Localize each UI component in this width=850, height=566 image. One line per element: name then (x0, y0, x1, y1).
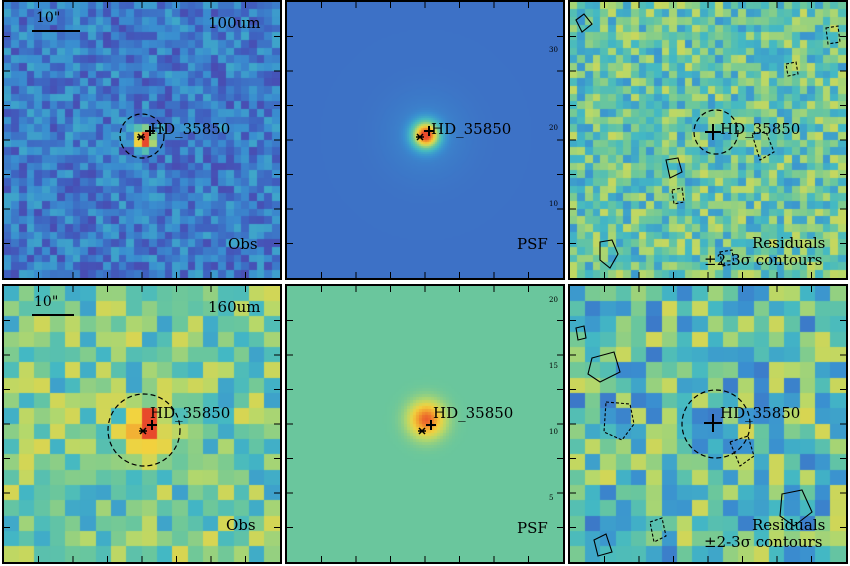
residual-contour (671, 187, 685, 205)
obs-image-100um (4, 2, 280, 278)
psf-overlay-100um (287, 2, 563, 278)
psf-image-160um (287, 286, 563, 562)
scale-bar (32, 314, 74, 316)
plus-marker (424, 126, 434, 136)
aperture-circle (119, 113, 165, 159)
obs-overlay-100um (4, 2, 280, 278)
scale-label: 10" (34, 294, 59, 310)
star-marker (418, 427, 426, 435)
star-marker (416, 133, 424, 141)
residual-contour (785, 61, 799, 77)
psf-axis-tick: 30 (549, 46, 558, 54)
target-label: HD_35850 (431, 120, 512, 138)
panel-psf-160um: HD_35850 PSF 20 15 10 5 (285, 284, 565, 564)
obs-overlay-160um (4, 286, 280, 562)
residual-contour (599, 239, 619, 269)
aperture-circle (681, 389, 751, 459)
residual-image-100um (570, 2, 846, 278)
residual-contour (603, 401, 635, 441)
plus-marker (704, 414, 722, 432)
panel-residual-160um: HD_35850 Residuals ±2-3σ contours (568, 284, 848, 564)
target-label: HD_35850 (720, 120, 801, 138)
residual-contour (665, 157, 683, 179)
obs-image-160um (4, 286, 280, 562)
panel-residual-100um: HD_35850 Residuals ±2-3σ contours (568, 0, 848, 280)
residual-contour (779, 489, 813, 527)
target-label: HD_35850 (720, 404, 801, 422)
band-label: 160um (208, 298, 261, 316)
plus-marker (705, 124, 721, 140)
psf-overlay-160um (287, 286, 563, 562)
panel-obs-100um: 10" 100um HD_35850 Obs (2, 0, 282, 280)
residual-overlay-160um (570, 286, 846, 562)
psf-axis-tick: 20 (549, 296, 558, 304)
star-marker (139, 427, 147, 435)
residual-overlay-100um (570, 2, 846, 278)
psf-axis-tick: 10 (549, 200, 558, 208)
psf-axis-tick: 15 (549, 362, 558, 370)
aperture-circle (693, 109, 739, 155)
residual-contour-label: ±2-3σ contours (704, 251, 823, 269)
target-label: HD_35850 (433, 404, 514, 422)
residual-contour (729, 435, 755, 467)
residual-contour (593, 533, 613, 557)
psf-axis-tick: 10 (549, 428, 558, 436)
residual-label: Residuals (752, 234, 826, 252)
residual-contour (825, 25, 841, 45)
aperture-circle (107, 393, 181, 467)
scale-label: 10" (36, 10, 61, 26)
residual-label: Residuals (752, 516, 826, 534)
band-label: 100um (208, 14, 261, 32)
psf-axis-tick: 5 (549, 494, 554, 502)
residual-contour (575, 325, 587, 341)
obs-label: Obs (228, 235, 258, 253)
target-label: HD_35850 (150, 404, 231, 422)
residual-contour-label: ±2-3σ contours (704, 533, 823, 551)
plus-marker (147, 420, 157, 430)
residual-contour (587, 351, 621, 383)
star-marker (137, 133, 145, 141)
scale-bar (32, 30, 80, 32)
panel-obs-160um: 10" 160um HD_35850 Obs (2, 284, 282, 564)
plus-marker (145, 126, 155, 136)
residual-contour (575, 13, 593, 33)
psf-axis-tick: 20 (549, 124, 558, 132)
residual-contour (751, 131, 775, 161)
target-label: HD_35850 (150, 120, 231, 138)
obs-label: Obs (226, 516, 256, 534)
psf-image-100um (287, 2, 563, 278)
residual-contour (719, 249, 735, 267)
panel-psf-100um: HD_35850 PSF 30 20 10 (285, 0, 565, 280)
plus-marker (426, 420, 436, 430)
psf-label: PSF (517, 235, 548, 253)
residual-contour (649, 517, 667, 543)
psf-label: PSF (517, 519, 548, 537)
